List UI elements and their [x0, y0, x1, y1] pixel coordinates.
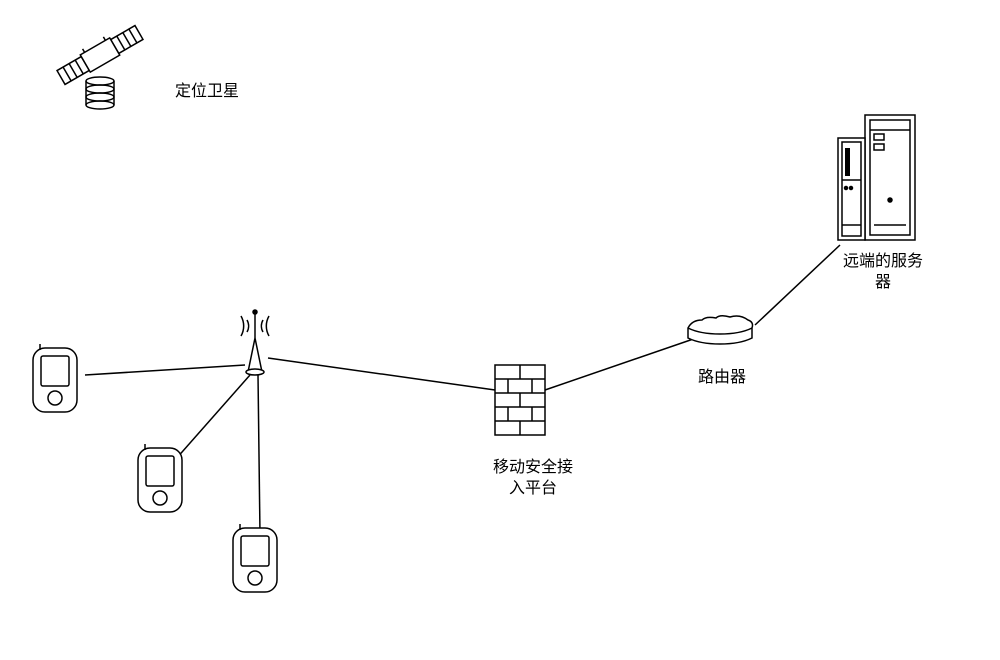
label-router: 路由器 [698, 368, 746, 389]
label-server: 远端的服务 器 [828, 252, 938, 294]
network-diagram [0, 0, 1000, 660]
edges [85, 245, 840, 535]
edge-antenna-firewall [268, 358, 495, 390]
firewall-icon [495, 365, 545, 435]
phone2-icon [138, 444, 182, 512]
edge-firewall-router [545, 335, 705, 390]
phone1-icon [33, 344, 77, 412]
phone3-icon [233, 524, 277, 592]
label-firewall: 移动安全接 入平台 [478, 458, 588, 500]
router-icon [688, 316, 753, 344]
edge-phone3-antenna [258, 375, 260, 535]
antenna-icon [241, 310, 269, 375]
edge-phone2-antenna [175, 375, 250, 460]
server-icon [838, 115, 915, 240]
edge-phone1-antenna [85, 365, 245, 375]
label-satellite: 定位卫星 [175, 82, 239, 103]
satellite-icon [54, 20, 144, 109]
